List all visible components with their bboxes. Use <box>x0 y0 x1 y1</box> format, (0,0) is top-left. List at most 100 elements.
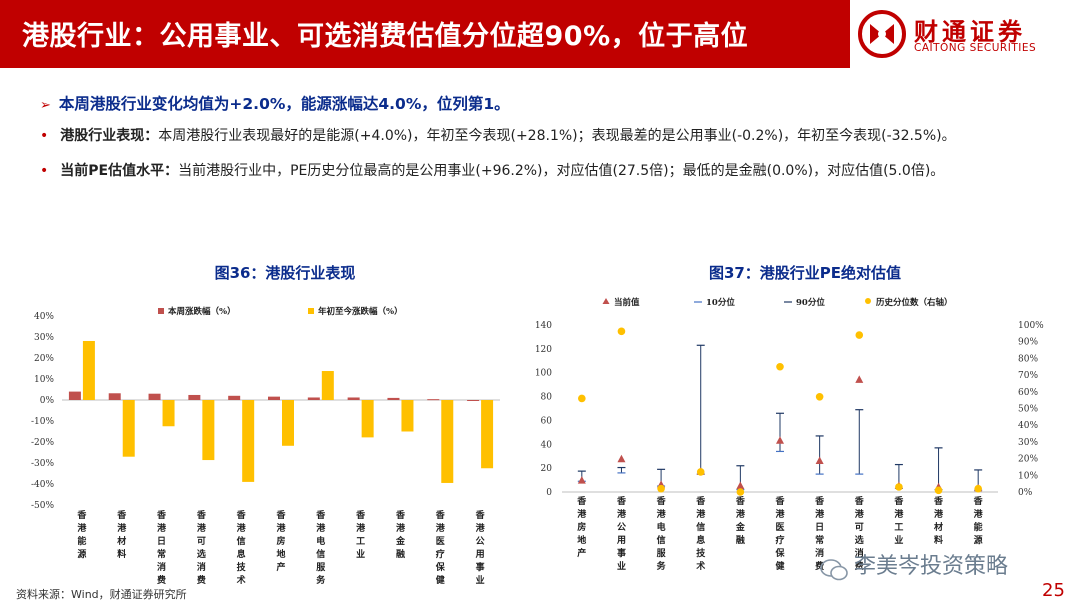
y-left-tick-label: 100 <box>535 369 552 379</box>
ytd-change-bar <box>401 400 414 432</box>
x-category-label: 香港公用事业 <box>616 495 627 572</box>
y-left-tick-label: 0 <box>546 488 552 498</box>
bullet-dot-icon: • <box>40 163 49 179</box>
x-category-label: 香港金融 <box>735 495 746 546</box>
header: 港股行业：公用事业、可选消费估值分位超90%，位于高位 财通证券 CAITONG… <box>0 0 1080 68</box>
y-tick-label: -20% <box>31 438 54 448</box>
x-category-label: 香港能源 <box>973 495 984 546</box>
weekly-change-bar <box>427 399 440 401</box>
ytd-change-bar <box>82 340 95 400</box>
ytd-change-bar <box>242 400 255 482</box>
legend-swatch <box>602 298 610 304</box>
ytd-change-bar <box>202 400 215 461</box>
current-value-marker <box>736 481 745 490</box>
y-right-tick-label: 0% <box>1018 488 1033 498</box>
history-percentile-dot <box>776 362 784 371</box>
legend-label: 90分位 <box>796 297 825 308</box>
ytd-change-bar <box>122 400 135 457</box>
y-tick-label: 30% <box>34 333 54 343</box>
weekly-change-bar <box>68 391 81 400</box>
legend-label: 10分位 <box>706 297 735 308</box>
x-category-label: 香港能源 <box>76 509 87 560</box>
x-category-label: 香港材料 <box>933 495 944 546</box>
x-category-label: 香港医疗保健 <box>774 495 785 572</box>
weekly-change-bar <box>228 395 241 400</box>
x-category-label: 香港可选消费 <box>854 495 865 572</box>
caitong-logo-icon <box>858 10 906 58</box>
legend-label: 历史分位数（右轴） <box>876 297 953 308</box>
y-tick-label: -10% <box>31 417 54 427</box>
weekly-change-bar <box>387 397 400 400</box>
x-category-label: 香港工业 <box>355 509 366 560</box>
y-right-tick-label: 20% <box>1018 455 1038 465</box>
x-category-label: 香港信息技术 <box>236 509 247 586</box>
y-tick-label: 40% <box>34 312 54 322</box>
history-percentile-dot <box>696 468 705 476</box>
x-category-label: 香港可选消费 <box>196 509 207 586</box>
wechat-icon <box>820 559 848 581</box>
bullet-valuation: • 当前PE估值水平：当前港股行业中，PE历史分位最高的是公用事业(+96.2%)… <box>40 160 944 180</box>
current-value-marker <box>815 456 824 464</box>
figure-37-title: 图37：港股行业PE绝对估值 <box>708 264 902 282</box>
history-percentile-dot <box>578 394 586 403</box>
x-category-label: 香港日常消费 <box>814 495 825 572</box>
legend-label: 年初至今涨跌幅（%） <box>318 306 403 317</box>
bullet-performance-text: 本周港股行业表现最好的是能源(+4.0%)，年初至今表现(+28.1%)；表现最… <box>158 128 956 144</box>
current-value-marker <box>855 375 864 383</box>
watermark-text: 李美岑投资策略 <box>854 554 1009 579</box>
y-tick-label: -30% <box>31 459 54 469</box>
x-category-label: 香港日常消费 <box>156 509 167 586</box>
ytd-change-bar <box>361 400 374 438</box>
y-left-tick-label: 20 <box>541 464 553 474</box>
weekly-change-bar <box>347 397 360 400</box>
arrow-right-icon: ➢ <box>40 98 51 113</box>
current-value-marker <box>617 454 626 463</box>
weekly-change-bar <box>188 394 201 400</box>
x-category-label: 香港工业 <box>893 495 904 546</box>
key-point-main-text: 本周港股行业变化均值为+2.0%，能源涨幅达4.0%，位列第1。 <box>58 95 510 113</box>
key-point-main: ➢ 本周港股行业变化均值为+2.0%，能源涨幅达4.0%，位列第1。 <box>40 92 510 114</box>
legend-swatch <box>865 298 871 304</box>
history-percentile-dot <box>934 486 943 495</box>
y-right-tick-label: 80% <box>1018 354 1038 364</box>
company-logo: 财通证券 CAITONG SECURITIES <box>858 10 1072 60</box>
y-left-tick-label: 40 <box>541 440 553 450</box>
bullet-valuation-label: 当前PE估值水平： <box>60 163 179 179</box>
logo-chinese-name: 财通证券 <box>914 18 1026 46</box>
y-tick-label: -50% <box>31 501 54 511</box>
source-note: 资料来源：Wind，财通证券研究所 <box>16 588 187 601</box>
y-right-tick-label: 10% <box>1018 471 1038 481</box>
legend-label: 当前值 <box>614 297 640 308</box>
weekly-change-bar <box>467 400 480 401</box>
y-right-tick-label: 40% <box>1018 421 1038 431</box>
x-category-label: 香港医疗保健 <box>435 509 446 586</box>
bullet-performance: • 港股行业表现：本周港股行业表现最好的是能源(+4.0%)，年初至今表现(+28… <box>40 125 956 145</box>
y-left-tick-label: 120 <box>535 345 552 355</box>
y-left-tick-label: 60 <box>541 416 553 426</box>
bullet-valuation-text: 当前港股行业中，PE历史分位最高的是公用事业(+96.2%)，对应估值(27.5… <box>178 163 945 179</box>
ytd-change-bar <box>282 400 294 446</box>
y-right-tick-label: 30% <box>1018 438 1038 448</box>
y-tick-label: 0% <box>40 396 55 406</box>
bullet-dot-icon: • <box>40 128 49 144</box>
legend-swatch <box>308 308 314 314</box>
header-bar: 港股行业：公用事业、可选消费估值分位超90%，位于高位 <box>0 0 850 68</box>
x-category-label: 香港公用事业 <box>475 509 486 586</box>
x-category-label: 香港房地产 <box>275 509 286 573</box>
history-percentile-dot <box>657 484 665 493</box>
weekly-change-bar <box>268 396 280 400</box>
y-right-tick-label: 90% <box>1018 338 1038 348</box>
logo-english-name: CAITONG SECURITIES <box>914 42 1037 54</box>
y-left-tick-label: 140 <box>535 321 552 331</box>
current-value-marker <box>577 476 586 484</box>
ytd-change-bar <box>162 400 175 427</box>
x-category-label: 香港电信服务 <box>315 509 326 586</box>
page-number: 25 <box>1042 580 1065 601</box>
watermark: 李美岑投资策略 <box>820 548 1008 580</box>
weekly-change-bar <box>148 393 161 400</box>
y-tick-label: 10% <box>34 375 54 385</box>
history-percentile-dot <box>855 331 864 339</box>
ytd-change-bar <box>481 400 494 469</box>
history-percentile-dot <box>617 327 626 336</box>
x-category-label: 香港材料 <box>116 509 127 560</box>
